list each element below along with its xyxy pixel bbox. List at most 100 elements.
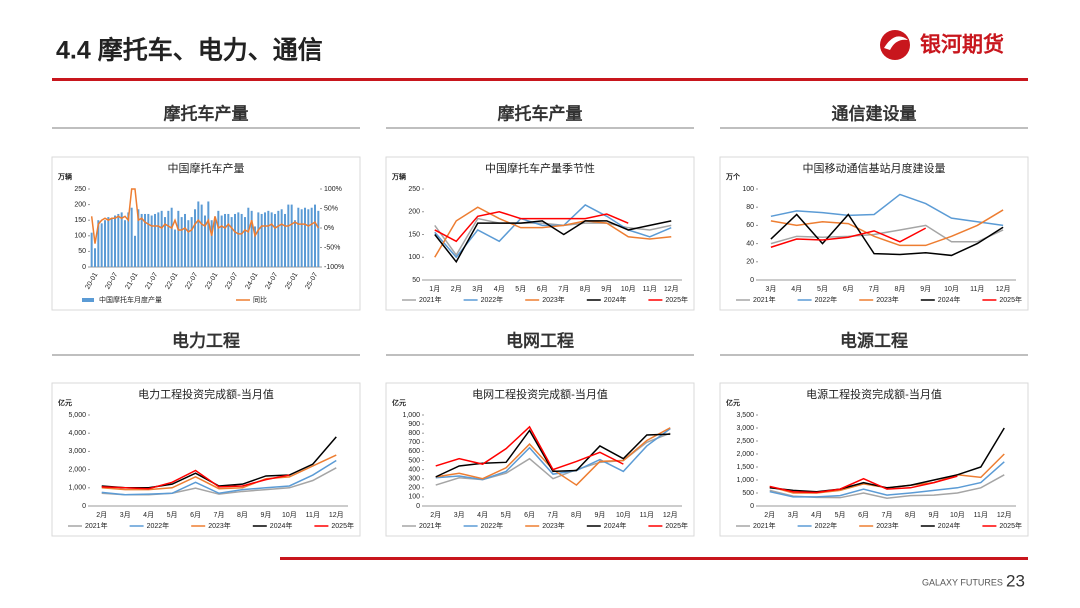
chart-title: 中国摩托车产量 — [168, 161, 245, 175]
x-tick-label: 8月 — [580, 285, 591, 293]
bar — [210, 220, 213, 267]
page-number: 23 — [1006, 571, 1025, 590]
bar — [184, 213, 186, 267]
footer-rule — [280, 557, 1028, 560]
line — [770, 224, 1004, 245]
x-tick-label: 3月 — [472, 285, 483, 293]
x-tick-label: 2月 — [764, 511, 775, 519]
y-tick-label: 300 — [408, 476, 420, 483]
x-tick-label: 24-07 — [264, 272, 279, 291]
bar — [277, 210, 280, 267]
x-tick-label: 6月 — [524, 511, 535, 519]
bar — [270, 212, 273, 267]
bar — [220, 215, 223, 267]
bar — [237, 212, 240, 267]
bar — [290, 204, 293, 267]
y-tick-label: 2,000 — [736, 451, 754, 458]
x-tick-label: 5月 — [817, 285, 828, 293]
x-tick-label: 4月 — [791, 285, 802, 293]
y-unit: 亿元 — [392, 398, 406, 407]
y-tick-label: 2,500 — [736, 438, 754, 445]
y-tick-label: 20 — [746, 259, 754, 266]
y-tick-label: 3,500 — [736, 412, 754, 419]
panel-heading: 电力工程 — [172, 330, 240, 350]
legend-label: 2025年 — [999, 295, 1022, 304]
x-tick-label: 12月 — [663, 511, 678, 519]
legend-label: 2025年 — [331, 521, 354, 530]
x-tick-label: 7月 — [214, 511, 225, 519]
x-tick-label: 20-01 — [84, 272, 99, 291]
x-tick-label: 8月 — [571, 511, 582, 519]
x-tick-label: 1月 — [429, 285, 440, 293]
x-tick-label: 4月 — [143, 511, 154, 519]
legend-label: 2023年 — [876, 295, 899, 304]
y-tick-label: 700 — [408, 439, 420, 446]
line — [434, 204, 672, 259]
y-tick-label: 50 — [78, 248, 86, 255]
logo-icon — [880, 30, 910, 60]
y-tick-label: 900 — [408, 421, 420, 428]
bar — [300, 209, 303, 267]
bar — [250, 210, 253, 267]
x-tick-label: 9月 — [928, 511, 939, 519]
bar — [140, 213, 143, 267]
x-tick-label: 3月 — [454, 511, 465, 519]
bar — [240, 213, 243, 267]
chart-frame — [51, 382, 361, 537]
y-tick-label: 80 — [746, 204, 754, 211]
x-tick-label: 2月 — [430, 511, 441, 519]
y-unit: 万个 — [725, 172, 741, 181]
bar — [227, 213, 230, 267]
chart-frame — [385, 156, 695, 311]
bar — [117, 213, 120, 267]
line — [434, 210, 629, 243]
line — [769, 461, 1005, 498]
x-tick-label: 10月 — [621, 285, 636, 293]
bar — [124, 220, 126, 267]
x-tick-label: 23-01 — [204, 272, 219, 291]
bar — [230, 217, 233, 267]
x-tick-label: 3月 — [788, 511, 799, 519]
legend-label: 2024年 — [938, 295, 961, 304]
legend-label: 2022年 — [481, 295, 504, 304]
bar — [310, 207, 313, 267]
line — [435, 428, 671, 481]
x-tick-label: 11月 — [640, 511, 654, 519]
y-tick-label: 600 — [408, 448, 420, 455]
y-tick-label: 4,000 — [68, 430, 86, 437]
x-tick-label: 8月 — [905, 511, 916, 519]
bar — [187, 220, 190, 267]
x-tick-label: 25-07 — [304, 272, 319, 291]
line — [770, 193, 1004, 227]
bar — [244, 217, 246, 267]
x-tick-label: 7月 — [869, 285, 880, 293]
y-unit: 万辆 — [57, 172, 72, 181]
line — [90, 188, 319, 244]
x-tick-label: 2月 — [96, 511, 107, 519]
y-tick-label: 0 — [750, 503, 754, 510]
chart-title: 电源工程投资完成额-当月值 — [806, 387, 942, 401]
x-tick-label: 2月 — [451, 285, 462, 293]
y-tick-label: 100 — [742, 186, 754, 193]
bar — [284, 213, 286, 267]
x-tick-label: 22-01 — [164, 272, 179, 291]
x-tick-label: 24-01 — [244, 272, 259, 291]
line — [434, 217, 672, 257]
y-tick-label: 0 — [82, 264, 86, 271]
x-tick-label: 9月 — [260, 511, 271, 519]
bar — [254, 226, 256, 267]
legend-label: 2021年 — [85, 521, 108, 530]
x-tick-label: 11月 — [306, 511, 320, 519]
bar — [160, 210, 163, 267]
line — [435, 429, 671, 478]
chart-title: 电力工程投资完成额-当月值 — [138, 387, 274, 401]
x-tick-label: 7月 — [882, 511, 893, 519]
bar — [297, 207, 300, 267]
bar — [294, 220, 296, 267]
legend-label: 2021年 — [753, 295, 776, 304]
bar — [134, 235, 136, 267]
x-tick-label: 6月 — [190, 511, 201, 519]
line — [770, 227, 927, 248]
bar — [214, 217, 216, 267]
